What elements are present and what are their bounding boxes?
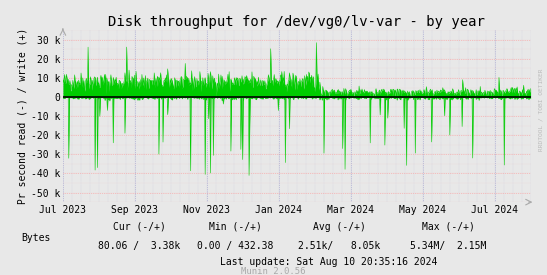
Title: Disk throughput for /dev/vg0/lv-var - by year: Disk throughput for /dev/vg0/lv-var - by… — [108, 15, 485, 29]
Text: Cur (-/+): Cur (-/+) — [113, 222, 166, 232]
Text: Munin 2.0.56: Munin 2.0.56 — [241, 267, 306, 275]
Text: 2.51k/   8.05k: 2.51k/ 8.05k — [298, 241, 380, 251]
Text: Last update: Sat Aug 10 20:35:16 2024: Last update: Sat Aug 10 20:35:16 2024 — [219, 257, 437, 267]
Text: RRDTOOL / TOBI OETIKER: RRDTOOL / TOBI OETIKER — [538, 69, 543, 151]
Text: Avg (-/+): Avg (-/+) — [313, 222, 365, 232]
Y-axis label: Pr second read (-) / write (+): Pr second read (-) / write (+) — [18, 28, 28, 204]
Text: 0.00 / 432.38: 0.00 / 432.38 — [197, 241, 274, 251]
Text: 80.06 /  3.38k: 80.06 / 3.38k — [98, 241, 181, 251]
Text: Bytes: Bytes — [21, 233, 50, 243]
Text: 5.34M/  2.15M: 5.34M/ 2.15M — [410, 241, 487, 251]
Text: Max (-/+): Max (-/+) — [422, 222, 475, 232]
Text: Min (-/+): Min (-/+) — [209, 222, 261, 232]
